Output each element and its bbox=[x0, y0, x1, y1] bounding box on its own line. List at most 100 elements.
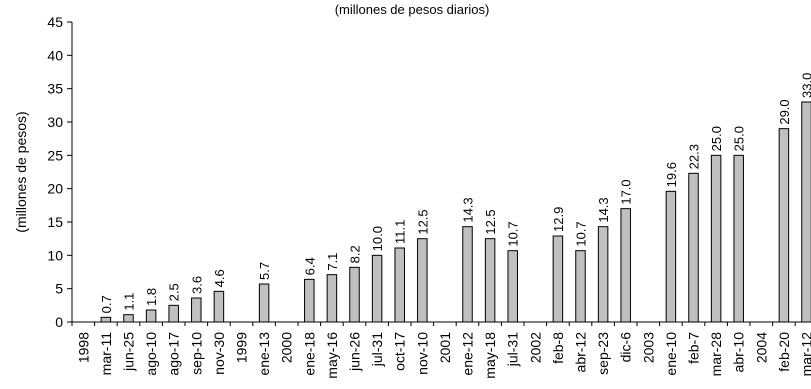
bar bbox=[801, 101, 811, 323]
y-tick-label: 45 bbox=[47, 14, 63, 30]
data-label: 14.3 bbox=[461, 197, 476, 222]
x-tick-label: nov-30 bbox=[211, 332, 227, 375]
bar bbox=[371, 254, 383, 323]
x-tick-label: 1999 bbox=[234, 332, 250, 363]
bar bbox=[326, 274, 338, 323]
bar bbox=[213, 290, 225, 323]
bar bbox=[394, 247, 405, 323]
value-labels: 0.7 1.1 1.8 2.5 3.6 4.6 5.7 6.4 7.1 8.2 10.0 11.1 12… bbox=[99, 73, 811, 314]
bar bbox=[484, 238, 496, 323]
data-label: 6.4 bbox=[302, 257, 317, 275]
y-tick-label: 15 bbox=[47, 214, 63, 230]
x-tick-label: ago-10 bbox=[143, 332, 159, 376]
bar bbox=[462, 226, 473, 323]
data-label: 1.1 bbox=[122, 293, 137, 311]
bar bbox=[349, 266, 360, 323]
bar bbox=[168, 304, 179, 323]
data-label: 10.7 bbox=[574, 221, 589, 246]
x-tick-label: 1998 bbox=[75, 332, 91, 363]
data-label: 11.1 bbox=[393, 220, 408, 244]
x-tick-label: dic-6 bbox=[618, 332, 634, 363]
x-tick-label: ago-17 bbox=[166, 332, 182, 376]
x-tick-label: ene-10 bbox=[663, 332, 679, 376]
chart-title: (millones de pesos diarios) bbox=[335, 2, 490, 17]
x-tick-label: mar-11 bbox=[98, 332, 114, 376]
x-tick-label: nov-10 bbox=[414, 332, 430, 375]
data-label: 10.7 bbox=[506, 221, 521, 246]
x-tick-label: 2000 bbox=[279, 332, 295, 363]
x-tick-label: 2001 bbox=[437, 332, 453, 363]
x-tick-label: oct-17 bbox=[392, 332, 408, 371]
bar bbox=[191, 297, 202, 323]
y-tick-labels: 0 5 10 15 20 25 30 35 40 45 bbox=[47, 14, 63, 330]
y-tick-label: 30 bbox=[47, 114, 63, 130]
bar bbox=[620, 208, 631, 323]
x-tick-label: may-18 bbox=[482, 332, 498, 379]
data-label: 0.7 bbox=[99, 295, 114, 313]
x-tick-label: sep-10 bbox=[188, 332, 204, 375]
y-tick-label: 40 bbox=[47, 47, 63, 63]
bar bbox=[100, 316, 112, 323]
x-tick-label: 2002 bbox=[527, 332, 543, 363]
bar bbox=[597, 226, 609, 323]
x-tick-label: feb-20 bbox=[776, 332, 792, 372]
y-tick-label: 10 bbox=[47, 247, 63, 263]
bar bbox=[417, 238, 428, 323]
bar bbox=[507, 250, 518, 323]
x-tick-label: abr-12 bbox=[573, 332, 589, 373]
axes bbox=[67, 21, 811, 326]
y-tick-label: 20 bbox=[47, 181, 63, 197]
y-tick-label: 5 bbox=[55, 281, 63, 297]
bar bbox=[304, 278, 315, 323]
data-label: 19.6 bbox=[664, 162, 679, 187]
data-label: 14.3 bbox=[596, 197, 611, 222]
bar bbox=[258, 283, 270, 323]
x-tick-labels: 1998 mar-11 jun-25 ago-10 ago-17 sep-10 nov-30… bbox=[75, 332, 811, 379]
y-tick-label: 25 bbox=[47, 147, 63, 163]
x-tick-label: jul-31 bbox=[505, 332, 521, 367]
x-tick-label: jul-31 bbox=[369, 332, 385, 367]
bar bbox=[778, 128, 790, 323]
x-tick-label: jun-26 bbox=[347, 332, 363, 372]
x-tick-label: may-16 bbox=[324, 332, 340, 379]
x-tick-label: mar-28 bbox=[708, 332, 724, 377]
data-label: 7.1 bbox=[325, 253, 340, 271]
data-label: 3.6 bbox=[189, 276, 204, 294]
data-label: 12.5 bbox=[415, 209, 430, 234]
bar bbox=[575, 250, 586, 323]
x-tick-label: jun-25 bbox=[121, 332, 137, 372]
bar bbox=[145, 309, 157, 323]
x-tick-label: 2003 bbox=[640, 332, 656, 363]
data-label: 17.0 bbox=[619, 179, 634, 204]
bar bbox=[710, 154, 722, 323]
data-label: 8.2 bbox=[348, 245, 363, 263]
data-label: 29.0 bbox=[777, 99, 792, 124]
x-tick-label: feb-8 bbox=[550, 332, 566, 364]
x-tick-label: feb-7 bbox=[686, 332, 702, 364]
x-tick-label: sep-23 bbox=[595, 332, 611, 375]
bar bbox=[688, 172, 699, 323]
data-label: 4.6 bbox=[212, 269, 227, 287]
y-tick-label: 35 bbox=[47, 81, 63, 97]
data-label: 2.5 bbox=[167, 283, 182, 301]
data-label: 12.5 bbox=[483, 209, 498, 234]
x-tick-label: mar-12 bbox=[799, 332, 811, 377]
data-label: 33.0 bbox=[800, 73, 811, 98]
x-tick-label: abr-10 bbox=[731, 332, 747, 373]
y-tick-label: 0 bbox=[55, 314, 63, 330]
bar bbox=[733, 154, 744, 323]
bars bbox=[100, 101, 811, 323]
x-tick-label: ene-13 bbox=[256, 332, 272, 376]
data-label: 12.9 bbox=[551, 207, 566, 232]
x-tick-label: ene-12 bbox=[460, 332, 476, 376]
bar bbox=[665, 190, 677, 323]
bar bbox=[123, 314, 134, 323]
data-label: 22.3 bbox=[687, 144, 702, 169]
x-tick-label: ene-18 bbox=[301, 332, 317, 376]
data-label: 5.7 bbox=[257, 262, 272, 280]
y-axis-label: (millones de pesos) bbox=[13, 111, 29, 232]
data-label: 25.0 bbox=[732, 126, 747, 151]
bar bbox=[552, 235, 564, 323]
data-label: 10.0 bbox=[370, 226, 385, 251]
